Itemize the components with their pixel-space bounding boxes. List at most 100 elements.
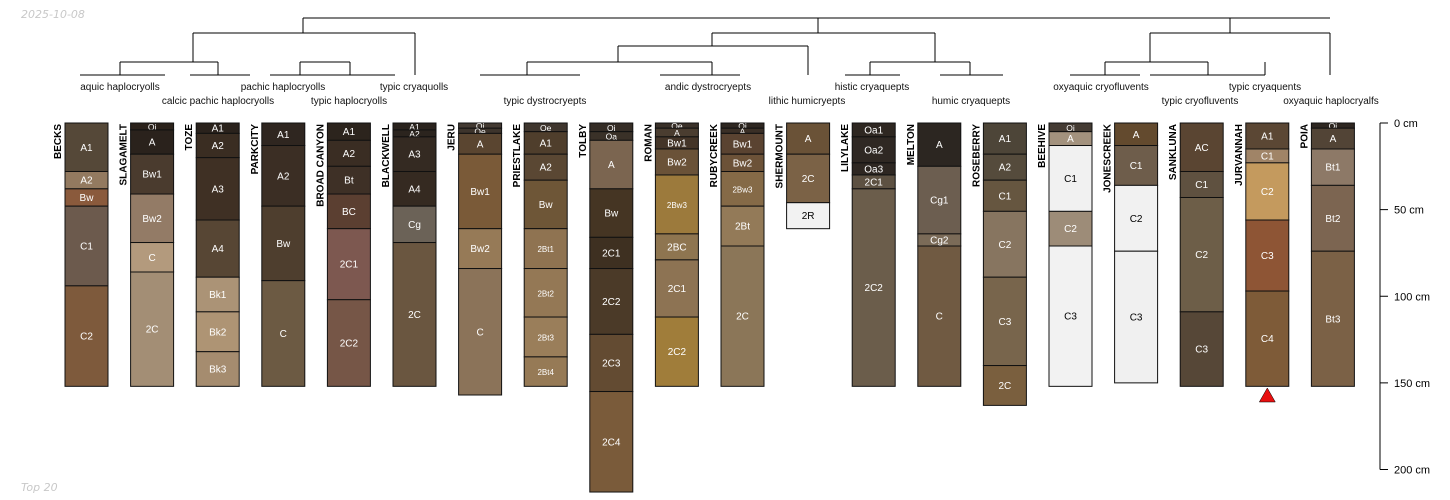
horizon-parkcity-c (261, 280, 306, 387)
horizon-beehive-c1 (1048, 145, 1093, 212)
horizon-label: Oi (476, 121, 485, 131)
horizon-label: 2C2 (668, 347, 687, 358)
horizon-label: Bt1 (1325, 163, 1340, 174)
horizon-label: 2C (736, 312, 749, 323)
horizon-priestlake-2bt2 (523, 268, 568, 318)
horizon-poia-bt3 (1310, 250, 1355, 387)
horizon-label: C (936, 312, 943, 323)
horizon-label: C1 (80, 242, 93, 253)
horizon-label: 2Bt1 (537, 245, 554, 254)
horizon-label: Bw2 (733, 158, 753, 169)
horizon-label: 2C1 (668, 284, 687, 295)
horizon-label: C3 (1064, 312, 1077, 323)
horizon-priestlake-2bt1 (523, 228, 568, 270)
horizon-label: 2C (802, 174, 815, 185)
horizon-roman-2c2 (654, 316, 699, 387)
horizon-label: 2C (999, 381, 1012, 392)
horizon-slagamelt-a (130, 129, 175, 155)
horizon-label: 2C (146, 325, 159, 336)
profile-name-jeru: JERU (447, 124, 458, 151)
horizon-label: Cg (408, 220, 421, 231)
horizon-label: Oa2 (864, 145, 883, 156)
horizon-label: Bw1 (667, 138, 687, 149)
horizon-tolby-2c3 (589, 333, 634, 393)
horizon-roseberry-a2 (982, 153, 1027, 181)
horizon-label: Bt3 (1325, 314, 1340, 325)
horizon-roman-2c1 (654, 259, 699, 318)
horizon-roman-2bw3 (654, 174, 699, 235)
profile-name-melton: MELTON (906, 124, 917, 165)
horizon-label: A4 (408, 184, 421, 195)
horizon-becks-c2 (64, 285, 109, 387)
horizon-label: C2 (80, 332, 93, 343)
horizon-label: C3 (1261, 251, 1274, 262)
horizon-label: C (148, 253, 155, 264)
profile-poia: Oi A Bt1 Bt2 Bt3 POIA (1299, 121, 1355, 387)
horizon-priestlake-2bt4 (523, 356, 568, 387)
profile-name-jurvannah: JURVANNAH (1234, 124, 1245, 186)
horizon-sankluna-c3 (1179, 311, 1224, 387)
profile-priestlake: Oe A1 A2 Bw 2Bt1 2Bt2 2Bt3 2Bt4 PRIESTLAKE (512, 122, 568, 387)
taxon-label-typic-cryaquents: typic cryaquents (1229, 82, 1301, 93)
profile-toze: A1 A2 A3 A4 Bk1 Bk2 Bk3 TOZE (184, 122, 240, 387)
horizon-jurvannah-c3 (1245, 219, 1290, 292)
horizon-label: 2Bt (735, 222, 750, 233)
profile-name-beehive: BEEHIVE (1037, 124, 1048, 168)
horizon-roman-2bc (654, 233, 699, 261)
taxon-label-pachic-haplocryolls: pachic haplocryolls (241, 82, 326, 93)
horizon-shermount-2r (786, 202, 831, 230)
horizon-label: A1 (540, 138, 553, 149)
profile-name-lilylake: LILYLAKE (840, 124, 851, 172)
horizon-label: A1 (212, 124, 225, 135)
horizon-label: C1 (1130, 161, 1143, 172)
horizon-label: A3 (408, 150, 421, 161)
horizon-label: Oi (148, 122, 157, 132)
horizon-label: 2BC (667, 242, 686, 253)
horizon-label: Bw (539, 200, 554, 211)
horizon-label: A (1133, 130, 1140, 141)
horizon-label: Bw1 (470, 187, 490, 198)
profile-jonescreek: A C1 C2 C3 JONESCREEK (1103, 122, 1159, 384)
horizon-label: Bw1 (733, 139, 753, 150)
horizon-rubycreek-2c (720, 245, 765, 387)
horizon-roseberry-c2 (982, 210, 1027, 278)
horizon-label: 2C1 (865, 177, 884, 188)
profile-name-blackwell: BLACKWELL (381, 124, 392, 187)
horizon-priestlake-a2 (523, 153, 568, 181)
horizon-label: A2 (343, 149, 356, 160)
horizon-toze-a2 (195, 132, 240, 159)
horizon-label: Bt (344, 176, 354, 187)
depth-tick-label: 100 cm (1394, 291, 1430, 303)
horizon-label: A1 (409, 122, 420, 132)
profile-name-jonescreek: JONESCREEK (1103, 123, 1114, 193)
horizon-label: Bw2 (470, 244, 490, 255)
profile-name-poia: POIA (1299, 124, 1310, 148)
horizon-label: Oe (474, 126, 486, 136)
horizon-label: Bw (276, 239, 291, 250)
profile-slagamelt: Oi A Bw1 Bw2 C 2C SLAGAMELT (119, 122, 175, 387)
horizon-label: A1 (1261, 131, 1274, 142)
horizon-jurvannah-c2 (1245, 162, 1290, 221)
taxon-label-typic-haplocryolls: typic haplocryolls (311, 96, 387, 107)
horizon-toze-bk1 (195, 276, 240, 313)
profile-name-broad-canyon: BROAD CANYON (315, 124, 326, 207)
horizon-sankluna-ac (1179, 122, 1224, 173)
horizon-roseberry-2c (982, 365, 1027, 406)
horizon-label: A (477, 139, 484, 150)
profile-melton: A Cg1 Cg2 C MELTON (906, 122, 962, 387)
horizon-sankluna-c1 (1179, 171, 1224, 198)
horizon-melton-c (917, 245, 962, 387)
profile-lilylake: Oa1 Oa2 Oa3 2C1 2C2 LILYLAKE (840, 122, 896, 387)
taxon-label-typic-cryofluvents: typic cryofluvents (1162, 96, 1239, 107)
horizon-label: C2 (1064, 224, 1077, 235)
horizon-label: A (674, 128, 680, 138)
horizon-blackwell-cg (392, 205, 437, 244)
horizon-label: A4 (212, 244, 225, 255)
horizon-label: A (608, 160, 615, 171)
profile-jurvannah: A1 C1 C2 C3 C4 JURVANNAH (1234, 122, 1290, 387)
horizon-shermount-a (786, 122, 831, 155)
horizon-sankluna-c2 (1179, 196, 1224, 313)
